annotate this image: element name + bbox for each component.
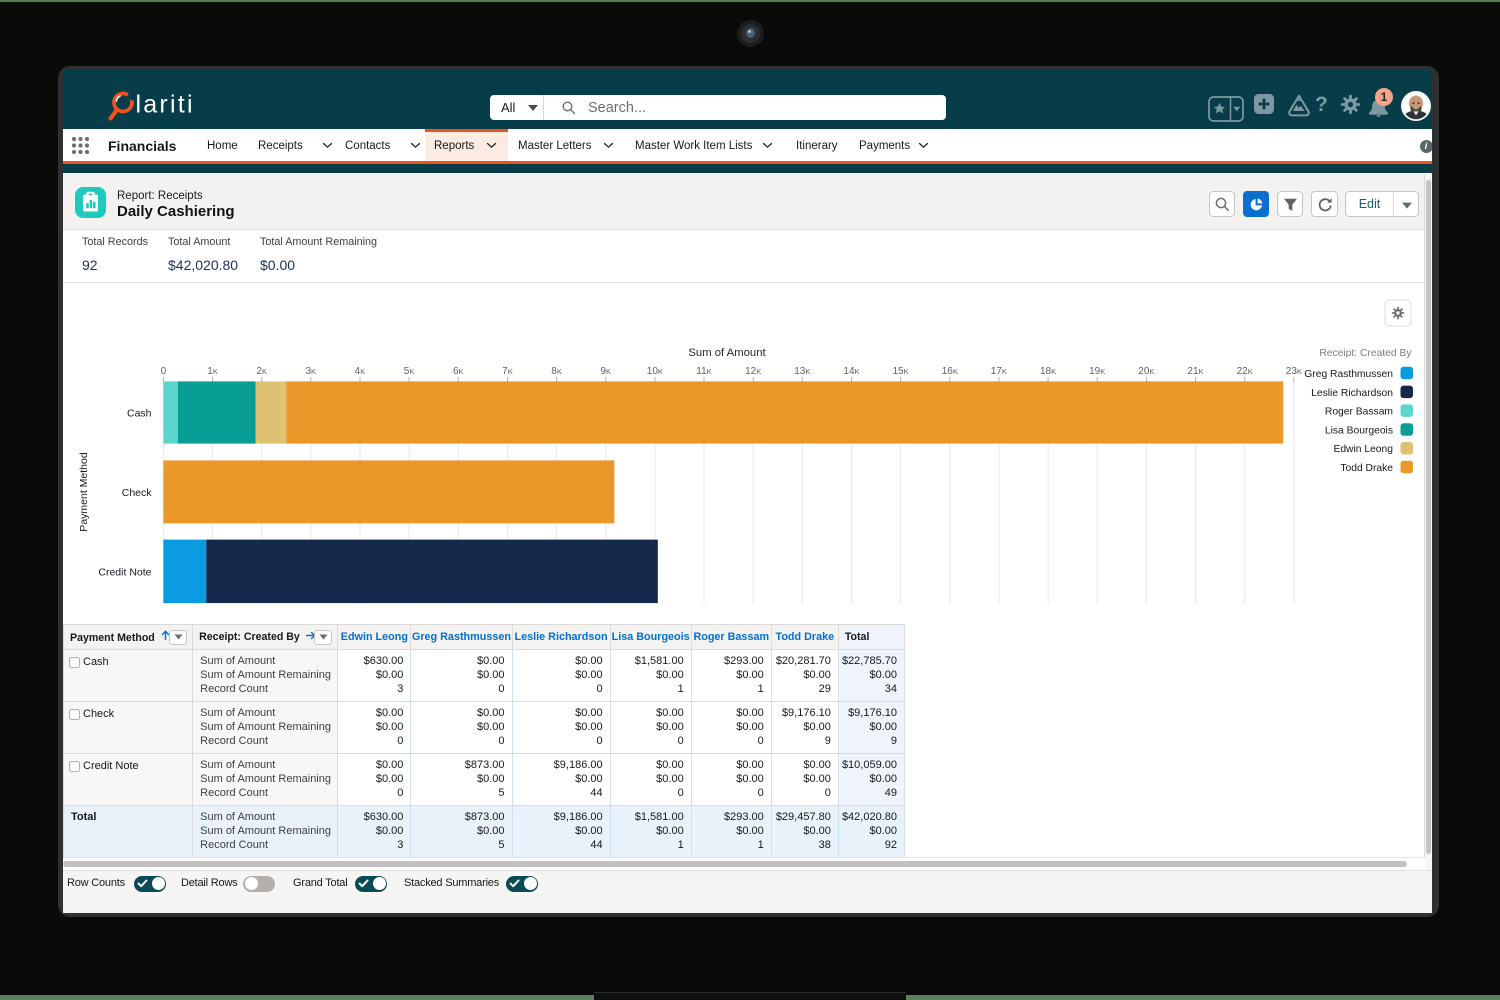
svg-text:17K: 17K — [991, 366, 1007, 377]
svg-text:4K: 4K — [355, 366, 366, 377]
svg-text:5K: 5K — [404, 366, 415, 377]
svg-text:22K: 22K — [1237, 366, 1253, 377]
svg-text:Sum of Amount: Sum of Amount — [688, 347, 766, 359]
svg-text:21K: 21K — [1187, 366, 1203, 377]
svg-text:2K: 2K — [256, 366, 267, 377]
svg-text:20K: 20K — [1138, 366, 1154, 377]
svg-text:Cash: Cash — [127, 408, 152, 420]
svg-text:0: 0 — [161, 366, 167, 377]
svg-text:8K: 8K — [551, 366, 562, 377]
svg-text:14K: 14K — [843, 366, 859, 377]
svg-text:1K: 1K — [207, 366, 218, 377]
svg-text:15K: 15K — [892, 366, 908, 377]
svg-text:9K: 9K — [600, 366, 611, 377]
svg-text:lariti: lariti — [136, 91, 193, 119]
svg-text:Payment Method: Payment Method — [78, 452, 90, 532]
svg-text:Credit Note: Credit Note — [98, 567, 151, 579]
svg-text:Roger Bassam: Roger Bassam — [1325, 407, 1393, 418]
svg-text:Leslie Richardson: Leslie Richardson — [1311, 388, 1393, 399]
svg-text:19K: 19K — [1089, 366, 1105, 377]
svg-text:3K: 3K — [305, 366, 316, 377]
svg-text:7K: 7K — [502, 366, 513, 377]
svg-text:16K: 16K — [942, 366, 958, 377]
svg-text:Todd Drake: Todd Drake — [1340, 463, 1393, 474]
svg-text:Edwin Leong: Edwin Leong — [1333, 444, 1393, 455]
svg-text:18K: 18K — [1040, 366, 1056, 377]
svg-text:11K: 11K — [696, 366, 711, 377]
svg-text:13K: 13K — [794, 366, 810, 377]
svg-text:Lisa Bourgeois: Lisa Bourgeois — [1325, 425, 1393, 436]
svg-text:10K: 10K — [647, 366, 663, 377]
svg-text:12K: 12K — [745, 366, 761, 377]
svg-text:6K: 6K — [453, 366, 464, 377]
svg-text:23K: 23K — [1286, 366, 1302, 377]
svg-text:Check: Check — [122, 487, 153, 499]
svg-text:Receipt: Created By: Receipt: Created By — [1319, 348, 1412, 359]
svg-text:Greg Rasthmussen: Greg Rasthmussen — [1304, 369, 1393, 380]
